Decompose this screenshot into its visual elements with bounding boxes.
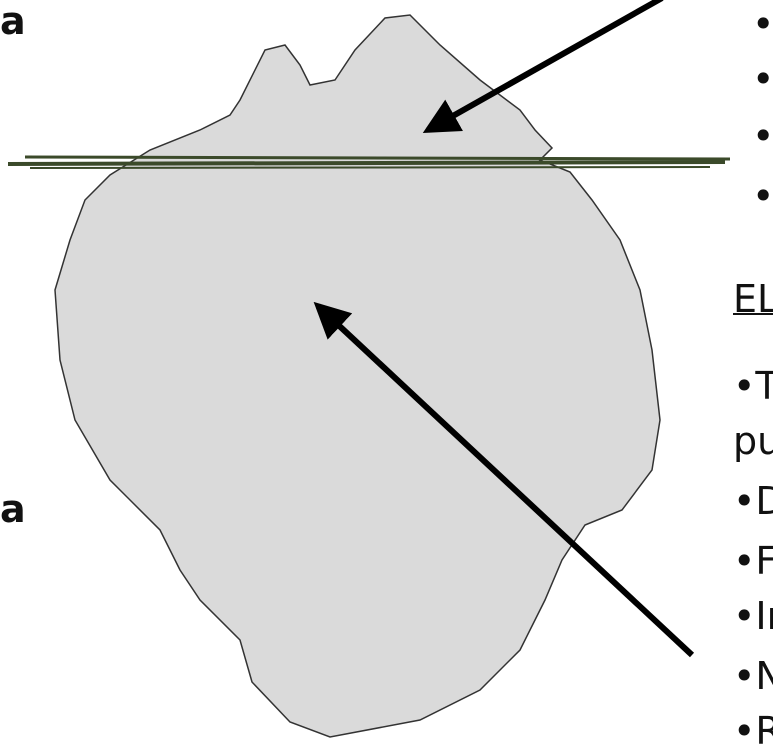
label: a <box>0 490 26 528</box>
list-item: •Ti <box>733 367 773 405</box>
bullet: • <box>752 177 773 215</box>
heading: EL <box>733 280 773 318</box>
list-item: •R <box>733 712 773 750</box>
list-item: •Fe <box>733 542 773 580</box>
bullet: • <box>752 60 773 98</box>
label: a <box>0 2 26 40</box>
bullet: • <box>752 5 773 43</box>
list-item: •In <box>733 597 773 635</box>
list-item: •D <box>733 482 773 520</box>
list-item: •N <box>733 657 773 695</box>
iceberg <box>55 15 660 737</box>
list-item: pu <box>733 422 773 460</box>
iceberg-diagram: a a • • • • EL •Ti pu •D •Fe •In •N •R <box>0 0 773 753</box>
iceberg-drawing <box>0 0 773 753</box>
bullet: • <box>752 117 773 155</box>
